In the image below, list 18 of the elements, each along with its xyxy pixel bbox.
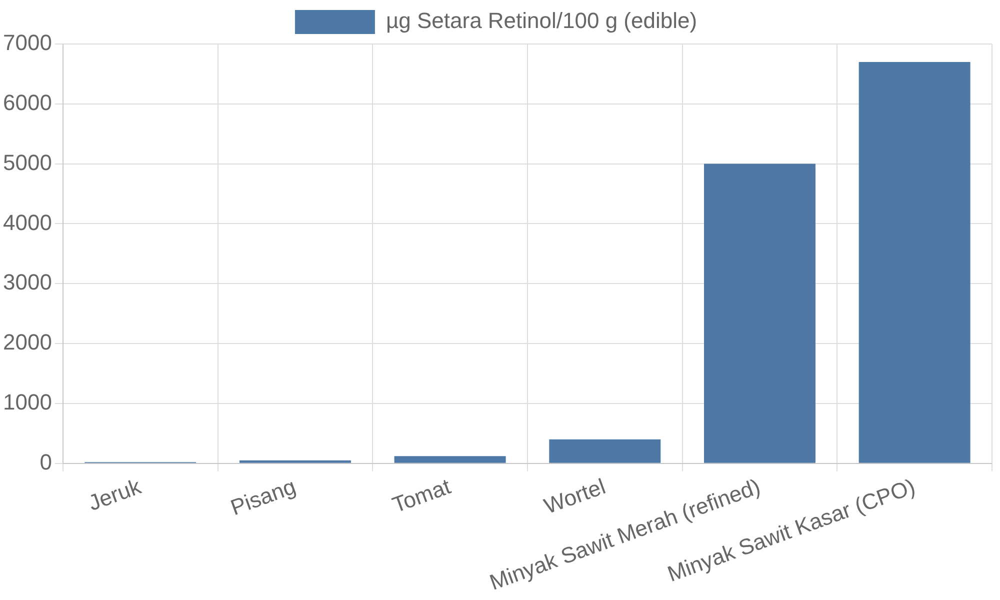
y-tick-label: 1000 [2, 390, 52, 414]
bar [704, 164, 816, 463]
y-tick-label: 5000 [2, 150, 52, 175]
y-tick-label: 4000 [2, 210, 52, 235]
y-tick-label: 0 [40, 449, 52, 474]
legend-label: µg Setara Retinol/100 g (edible) [386, 8, 698, 34]
y-tick-label: 6000 [2, 90, 52, 115]
bar [394, 456, 506, 463]
x-tick-label: Jeruk [85, 473, 146, 516]
y-tick-label: 2000 [2, 330, 52, 355]
bar [549, 439, 661, 463]
x-tick-label: Wortel [540, 474, 609, 519]
x-tick-label: Tomat [389, 474, 454, 518]
bar [858, 62, 970, 463]
y-tick-label: 3000 [2, 270, 52, 295]
x-tick-label: Pisang [227, 474, 299, 520]
bar [239, 460, 351, 463]
y-tick-label: 7000 [2, 30, 52, 56]
